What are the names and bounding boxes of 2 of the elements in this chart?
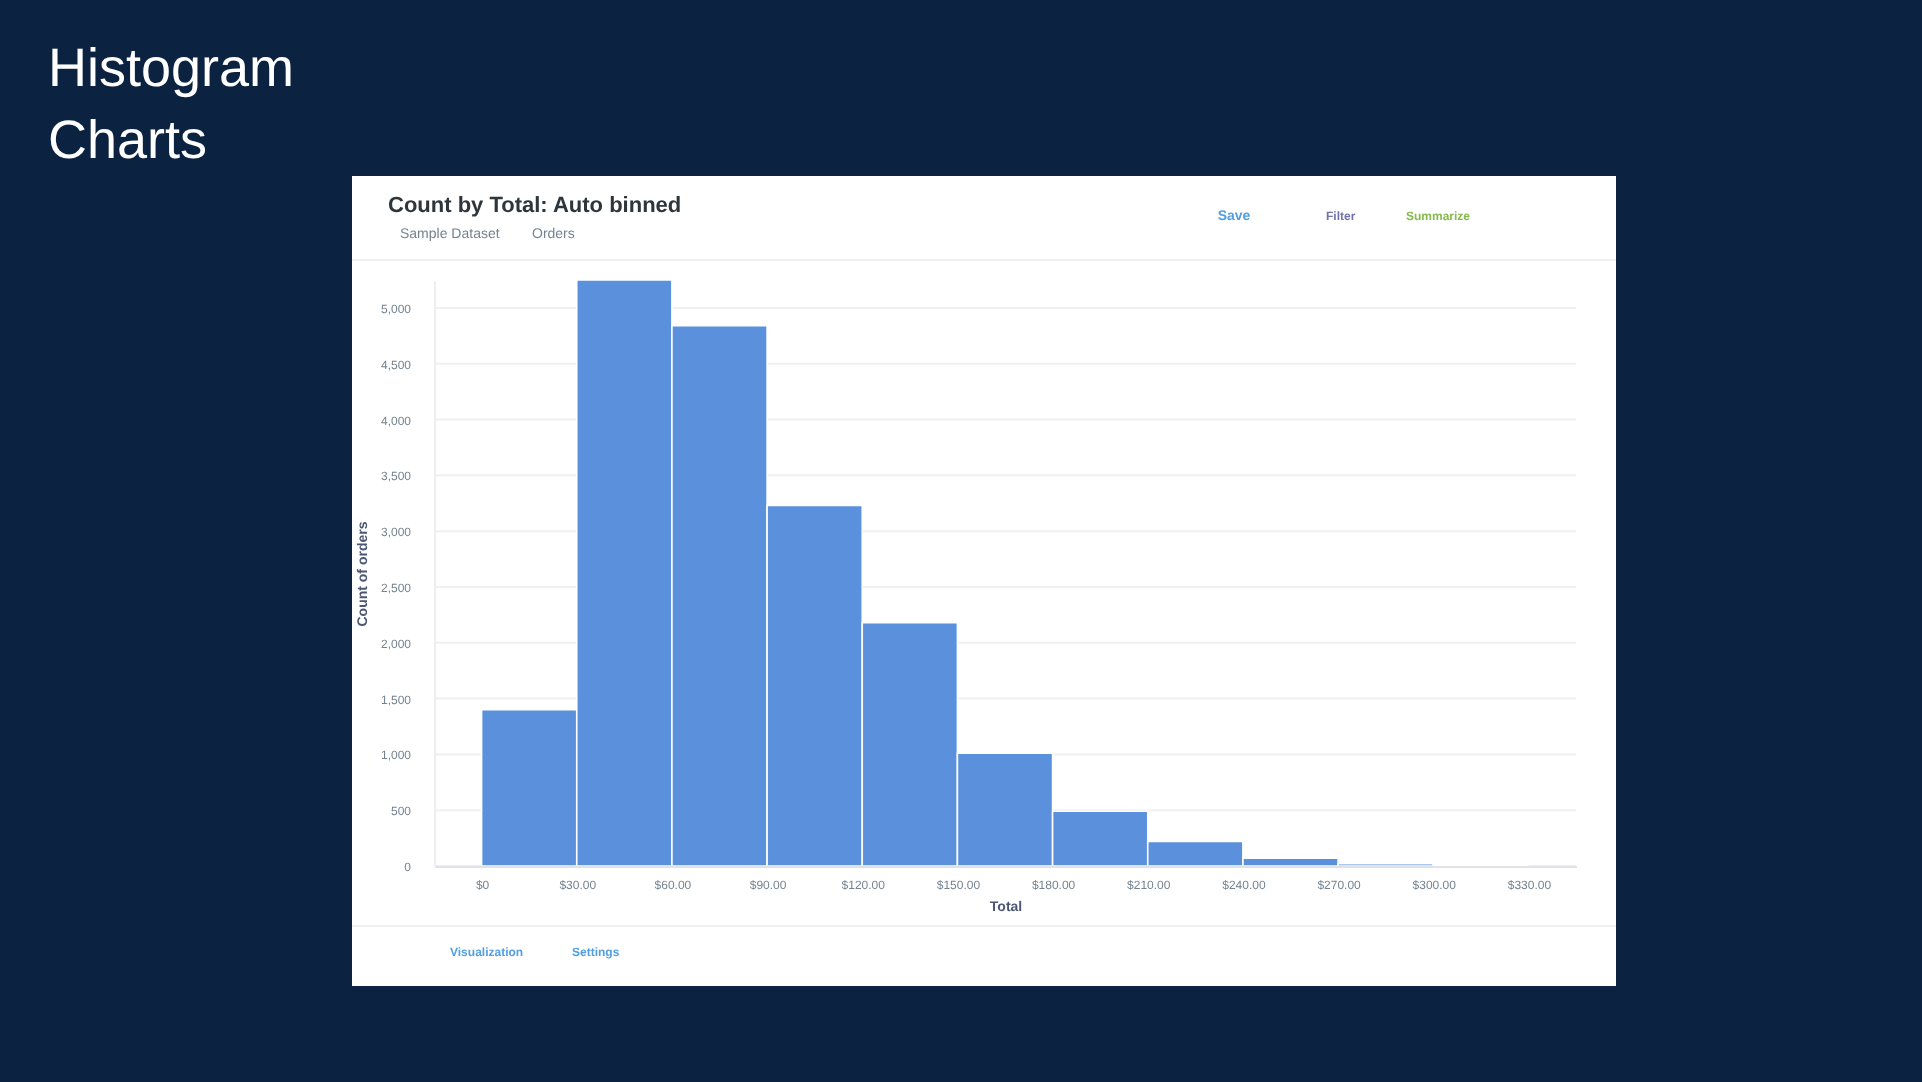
text: Histogram Charts	[48, 38, 295, 170]
chart-title: Count by Total: Auto binned	[388, 194, 682, 218]
